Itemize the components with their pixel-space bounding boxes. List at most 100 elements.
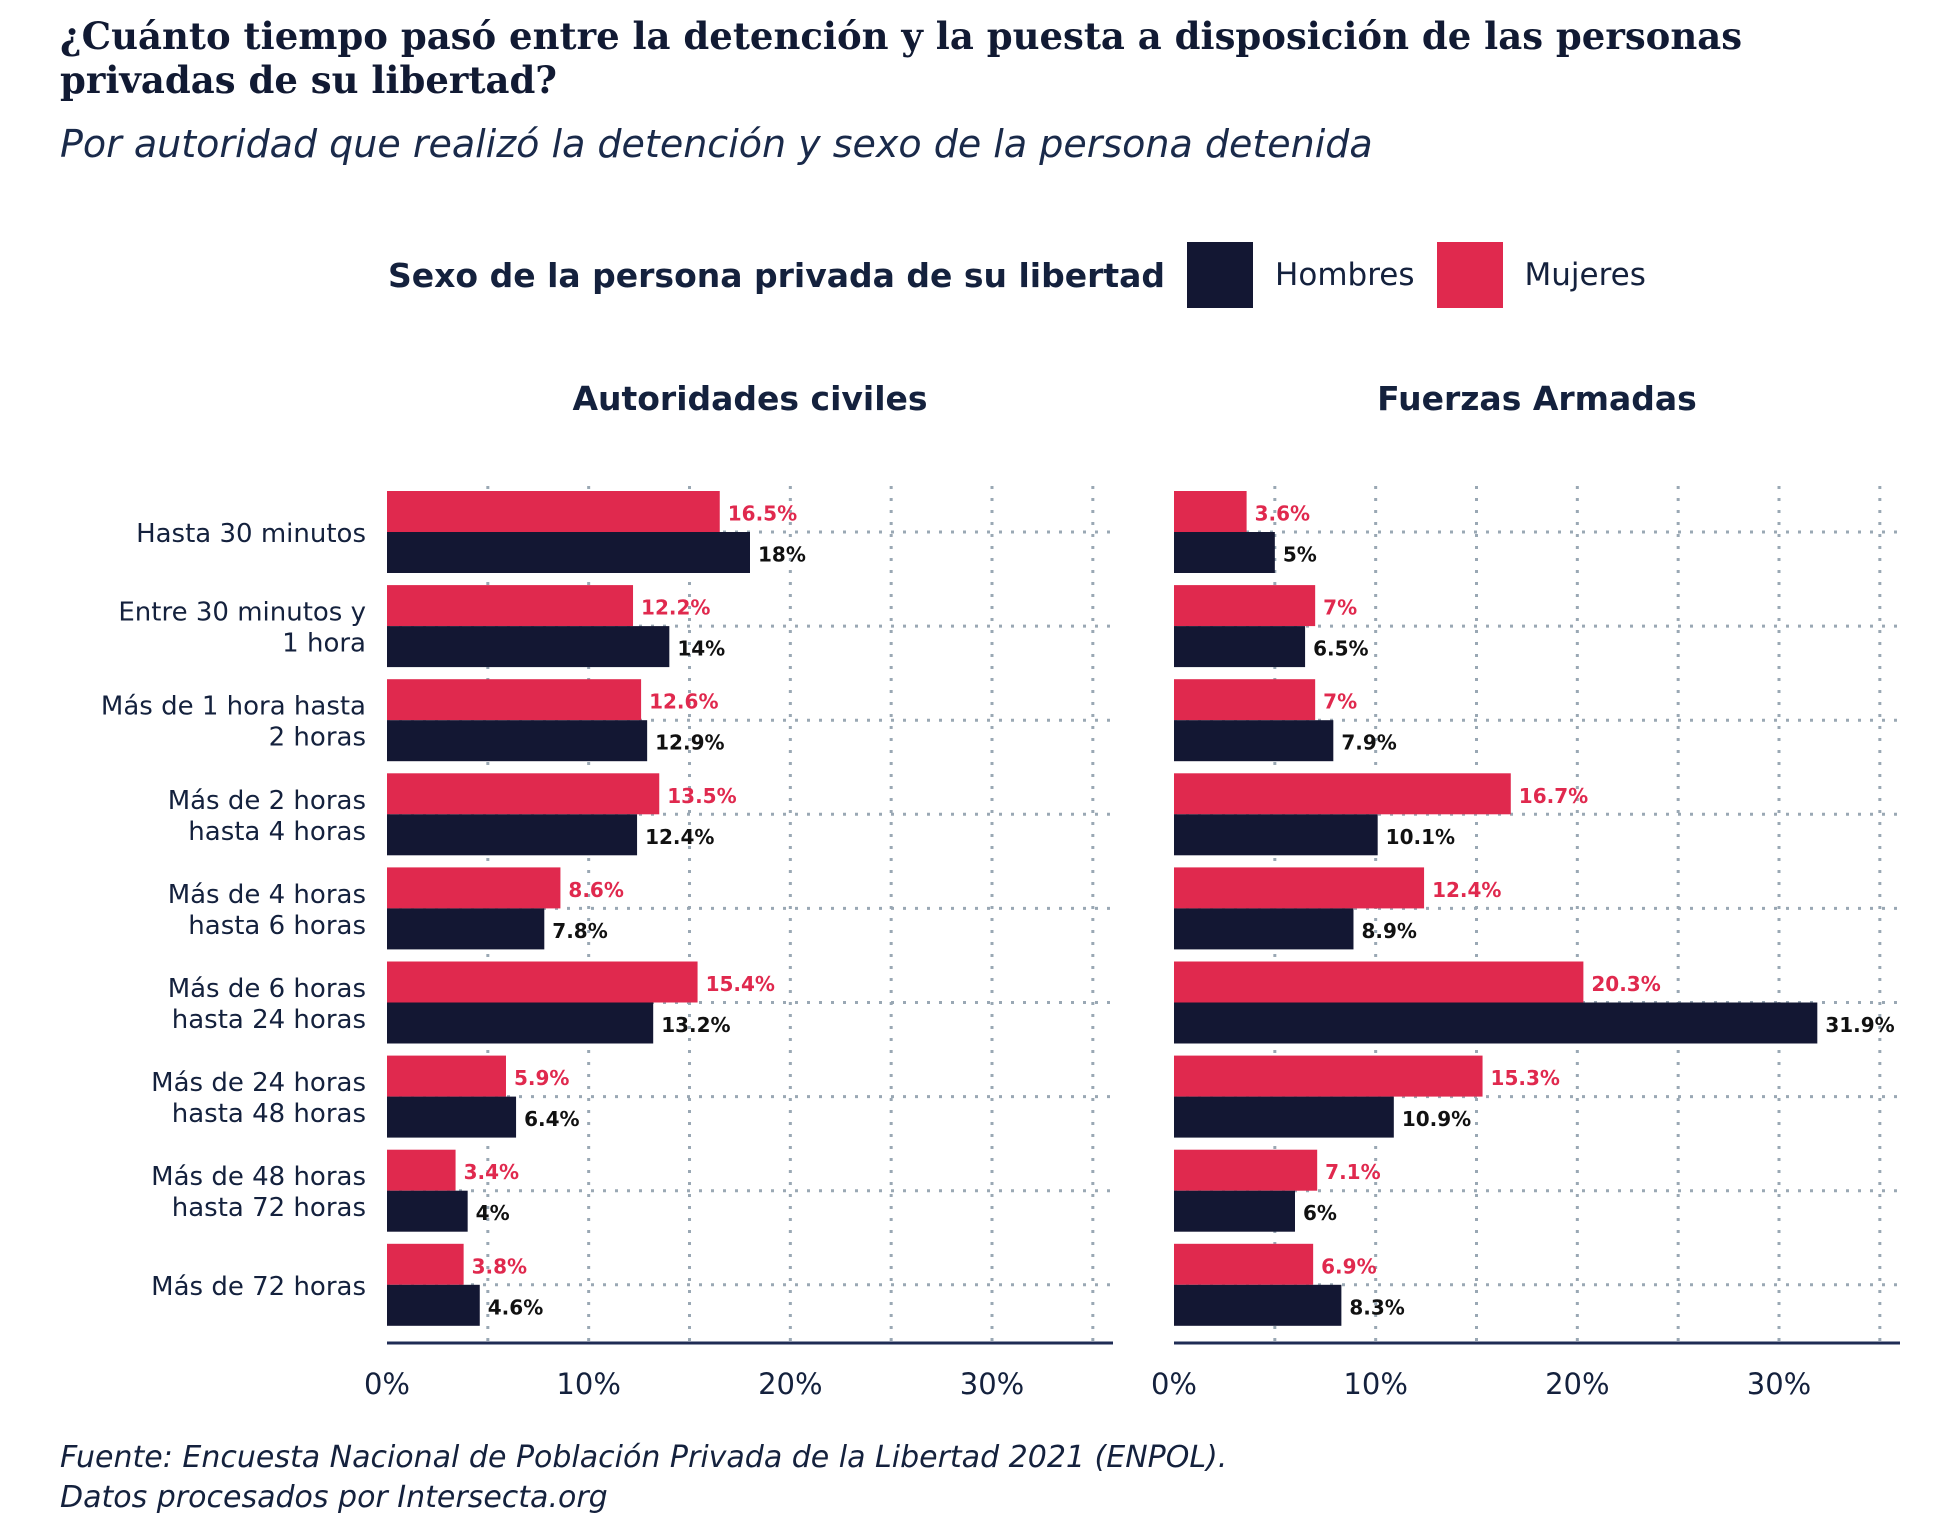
bar-label-armadas-hombres: 5% [1283,543,1317,567]
bar-civiles-hombres [387,626,670,668]
x-tick-label-armadas: 20% [1545,1367,1609,1401]
bar-civiles-mujeres [387,491,720,532]
bar-label-armadas-hombres: 7.9% [1341,731,1396,755]
bar-armadas-mujeres [1174,1149,1318,1191]
category-label: Más de 72 horas [151,1272,366,1302]
bar-civiles-mujeres [387,1055,506,1097]
category-label: Más de 48 horas [151,1162,366,1192]
bar-label-civiles-hombres: 4% [476,1201,510,1225]
bar-label-civiles-mujeres: 16.5% [728,502,797,526]
bar-armadas-hombres [1174,720,1334,762]
bar-label-civiles-mujeres: 3.4% [464,1160,519,1184]
bar-civiles-hombres [387,1002,654,1044]
bar-armadas-hombres [1174,1284,1342,1326]
bar-label-armadas-hombres: 6% [1303,1201,1337,1225]
bar-label-civiles-mujeres: 15.4% [706,972,775,996]
bar-civiles-mujeres [387,679,642,721]
bar-label-civiles-mujeres: 5.9% [514,1066,569,1090]
bar-label-civiles-hombres: 12.9% [655,731,724,755]
category-label: Más de 6 horas [168,974,366,1004]
bar-armadas-mujeres [1174,1243,1314,1285]
bar-label-armadas-hombres: 8.3% [1349,1295,1404,1319]
legend-label-hombres: Hombres [1275,257,1415,293]
bar-civiles-mujeres [387,585,634,627]
category-label: hasta 48 horas [172,1099,366,1129]
bar-label-armadas-mujeres: 20.3% [1591,972,1660,996]
bar-label-civiles-hombres: 14% [677,637,725,661]
bar-label-civiles-mujeres: 13.5% [667,784,736,808]
category-label: Más de 24 horas [151,1068,366,1098]
category-label: Más de 2 horas [168,786,366,816]
bar-label-civiles-hombres: 4.6% [488,1295,543,1319]
category-label: hasta 4 horas [188,817,366,847]
bar-armadas-hombres [1174,814,1378,856]
bar-label-armadas-mujeres: 6.9% [1321,1254,1376,1278]
bar-civiles-hombres [387,814,638,856]
panel-title-armadas: Fuerzas Armadas [1377,379,1697,418]
category-label: 1 hora [282,629,366,659]
bar-civiles-mujeres [387,1149,456,1191]
source-note: Fuente: Encuesta Nacional de Población P… [60,1438,1227,1518]
bar-label-armadas-hombres: 8.9% [1361,919,1416,943]
bar-label-civiles-mujeres: 12.6% [649,690,718,714]
category-label: hasta 72 horas [172,1193,366,1223]
category-label: Más de 4 horas [168,880,366,910]
category-label: Entre 30 minutos y [118,598,366,628]
legend-item-mujeres: Mujeres [1436,242,1646,308]
bar-label-armadas-mujeres: 7% [1323,690,1357,714]
legend-item-hombres: Hombres [1187,242,1415,308]
source-line-1: Fuente: Encuesta Nacional de Población P… [60,1440,1228,1475]
bar-label-armadas-hombres: 10.9% [1402,1107,1471,1131]
bar-civiles-hombres [387,1284,480,1326]
bar-civiles-mujeres [387,773,660,815]
legend: Sexo de la persona privada de su liberta… [388,241,1668,309]
bar-label-civiles-hombres: 7.8% [552,919,607,943]
bar-armadas-hombres [1174,532,1275,573]
category-label: Hasta 30 minutos [136,519,366,549]
legend-swatch-mujeres [1436,242,1503,308]
x-tick-label-armadas: 0% [1151,1367,1197,1401]
bar-civiles-hombres [387,720,648,762]
bar-label-armadas-mujeres: 15.3% [1491,1066,1560,1090]
legend-title: Sexo de la persona privada de su liberta… [388,255,1166,295]
bar-armadas-mujeres [1174,867,1425,909]
bar-label-civiles-mujeres: 8.6% [568,878,623,902]
x-tick-label-civiles: 0% [364,1367,410,1401]
x-tick-label-armadas: 10% [1343,1367,1407,1401]
bar-civiles-mujeres [387,1243,464,1285]
bar-civiles-mujeres [387,867,561,909]
bar-armadas-mujeres [1174,773,1511,815]
chart-title: ¿Cuánto tiempo pasó entre la detención y… [60,14,1743,102]
bar-civiles-hombres [387,908,545,950]
bar-label-armadas-hombres: 31.9% [1825,1013,1894,1037]
bar-armadas-hombres [1174,1002,1818,1044]
x-tick-label-civiles: 20% [758,1367,822,1401]
bar-civiles-hombres [387,532,750,573]
category-label: hasta 24 horas [172,1005,366,1035]
source-line-2: Datos procesados por Intersecta.org [60,1480,608,1515]
bar-armadas-mujeres [1174,961,1584,1003]
bar-label-armadas-mujeres: 3.6% [1255,502,1310,526]
bar-label-civiles-hombres: 18% [758,543,806,567]
category-label: 2 horas [269,723,366,753]
chart: Autoridades civiles 16.5% 18% 12.2% 14% 12.6%… [101,379,1900,1401]
x-tick-label-armadas: 30% [1747,1367,1811,1401]
bar-label-civiles-hombres: 12.4% [645,825,714,849]
bar-label-civiles-mujeres: 3.8% [472,1254,527,1278]
category-label: hasta 6 horas [188,911,366,941]
bar-armadas-mujeres [1174,585,1316,627]
bar-armadas-hombres [1174,1096,1394,1138]
bar-label-civiles-hombres: 6.4% [524,1107,579,1131]
bar-label-armadas-hombres: 10.1% [1386,825,1455,849]
category-label: Más de 1 hora hasta [101,692,366,722]
bar-armadas-mujeres [1174,679,1316,721]
bar-civiles-hombres [387,1190,468,1232]
bar-armadas-hombres [1174,908,1354,950]
legend-label-mujeres: Mujeres [1524,257,1646,293]
bar-label-civiles-mujeres: 12.2% [641,596,710,620]
bar-armadas-hombres [1174,626,1306,668]
x-tick-label-civiles: 10% [556,1367,620,1401]
bar-civiles-hombres [387,1096,517,1138]
panel-title-civiles: Autoridades civiles [572,379,927,418]
bar-label-civiles-hombres: 13.2% [661,1013,730,1037]
